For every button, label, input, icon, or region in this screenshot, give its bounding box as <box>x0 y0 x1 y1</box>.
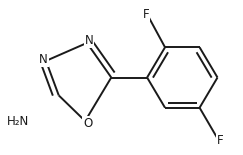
Text: N: N <box>39 53 48 66</box>
Text: F: F <box>217 134 223 147</box>
Text: H₂N: H₂N <box>7 115 29 128</box>
Text: O: O <box>83 117 92 130</box>
Text: N: N <box>85 34 93 47</box>
Text: F: F <box>142 8 149 21</box>
